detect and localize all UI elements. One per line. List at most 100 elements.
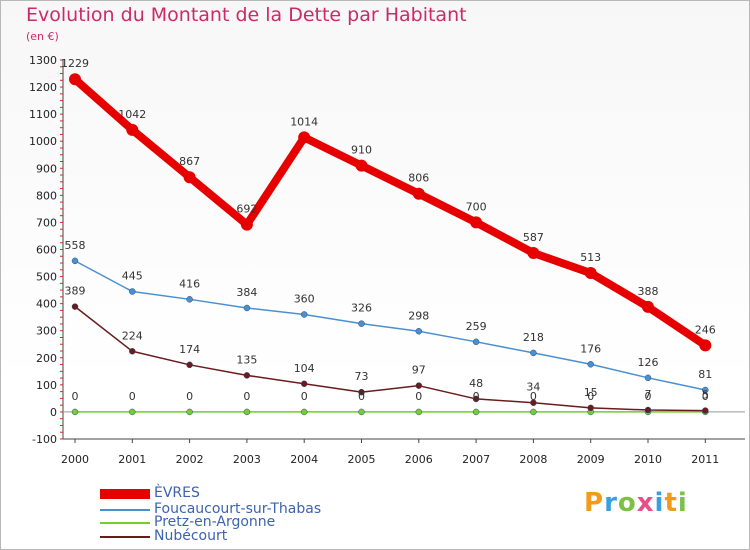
- x-tick-label: 2002: [176, 453, 204, 466]
- data-label: 0: [301, 390, 308, 403]
- data-point: [415, 382, 423, 389]
- x-tick-label: 2006: [405, 453, 433, 466]
- x-tick-label: 2008: [519, 453, 547, 466]
- data-label: 34: [526, 381, 540, 394]
- data-label: 218: [523, 331, 544, 344]
- data-point: [186, 408, 193, 416]
- data-label: 867: [179, 155, 200, 168]
- data-point: [472, 395, 480, 403]
- series-line-3: [74, 305, 707, 412]
- data-label: 176: [580, 342, 601, 355]
- data-point: [358, 388, 365, 396]
- data-label: 692: [236, 203, 257, 216]
- data-point: [358, 408, 365, 416]
- data-label: 0: [645, 390, 652, 403]
- data-point: [129, 408, 136, 416]
- logo-letter: o: [617, 488, 637, 518]
- legend-label: Foucaucourt-sur-Thabas: [154, 501, 322, 517]
- data-point: [412, 187, 425, 200]
- x-tick-label: 2011: [691, 453, 719, 466]
- data-point: [298, 131, 311, 144]
- data-point: [415, 328, 423, 335]
- data-point: [527, 247, 540, 260]
- series-line-1: [74, 260, 707, 391]
- y-tick-label: 1200: [29, 81, 57, 94]
- y-tick-label: 400: [36, 298, 57, 311]
- legend-label: Nubécourt: [154, 528, 228, 544]
- legend-label: Pretz-en-Argonne: [154, 514, 276, 530]
- data-point: [126, 123, 139, 136]
- logo-letter: i: [654, 488, 665, 518]
- data-point: [186, 361, 193, 369]
- data-label: 360: [294, 292, 315, 305]
- data-label: 0: [186, 390, 193, 403]
- data-label: 259: [466, 320, 487, 333]
- data-label: 558: [65, 239, 86, 252]
- data-label: 81: [698, 368, 712, 381]
- data-point: [71, 303, 79, 310]
- data-point: [240, 218, 253, 231]
- data-label: 0: [72, 390, 79, 403]
- data-point: [129, 348, 136, 355]
- data-label: 0: [530, 390, 537, 403]
- data-point: [530, 349, 537, 357]
- data-point: [642, 300, 654, 313]
- legend-swatch: [100, 522, 150, 524]
- data-label: 246: [695, 323, 716, 336]
- data-point: [584, 267, 597, 280]
- y-tick-label: 1100: [29, 108, 57, 121]
- data-point: [702, 386, 709, 394]
- y-tick-label: 900: [36, 162, 57, 175]
- data-point: [472, 408, 480, 416]
- data-point: [415, 408, 423, 416]
- data-label: 97: [412, 364, 426, 377]
- data-label: 0: [358, 390, 365, 403]
- data-label: 0: [415, 390, 422, 403]
- data-point: [243, 304, 251, 312]
- data-point: [472, 338, 480, 346]
- chart-title: Evolution du Montant de la Dette par Hab…: [26, 4, 467, 26]
- data-point: [358, 320, 365, 327]
- data-point: [243, 372, 251, 379]
- data-label: 388: [638, 285, 659, 298]
- y-tick-label: 800: [36, 189, 57, 202]
- data-label: 7: [645, 388, 652, 401]
- data-label: 0: [129, 390, 136, 403]
- data-point: [470, 216, 483, 229]
- data-label: 700: [466, 200, 487, 213]
- y-tick-label: 200: [36, 352, 57, 365]
- y-tick-label: 1300: [29, 54, 57, 67]
- y-tick-label: 100: [36, 379, 57, 392]
- x-tick-label: 2005: [348, 453, 376, 466]
- y-tick-label: -100: [32, 433, 57, 446]
- data-label: 48: [469, 377, 483, 390]
- data-label: 384: [236, 286, 257, 299]
- y-tick-label: 1000: [29, 135, 57, 148]
- data-label: 1229: [61, 57, 89, 70]
- y-tick-label: 0: [50, 406, 57, 419]
- data-point: [71, 257, 79, 265]
- data-point: [186, 296, 193, 303]
- logo-letter: P: [584, 488, 605, 518]
- y-tick-label: 500: [36, 271, 57, 284]
- data-point: [587, 361, 594, 368]
- data-label: 1014: [290, 115, 318, 128]
- data-point: [530, 399, 537, 406]
- data-label: 0: [702, 390, 709, 403]
- data-label: 513: [580, 251, 601, 264]
- x-tick-label: 2001: [118, 453, 146, 466]
- logo-letter: i: [677, 488, 688, 518]
- x-tick-label: 2003: [233, 453, 261, 466]
- x-tick-label: 2007: [462, 453, 490, 466]
- data-label: 298: [408, 309, 429, 322]
- data-label: 326: [351, 302, 372, 315]
- data-label: 389: [65, 285, 86, 298]
- logo-letter: t: [664, 488, 678, 518]
- legend-swatch: [100, 489, 150, 499]
- proxiti-logo: Proxiti: [584, 488, 688, 518]
- logo-letter: r: [604, 488, 618, 518]
- data-label: 1042: [118, 108, 146, 121]
- data-label: 174: [179, 343, 200, 356]
